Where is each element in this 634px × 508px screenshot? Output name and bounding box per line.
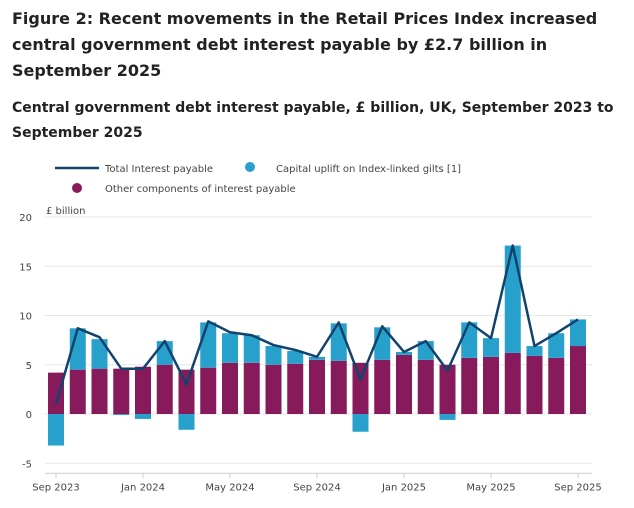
y-tick-label: 5: [26, 361, 32, 372]
bar-other-components: [396, 354, 412, 414]
bar-other-components: [222, 362, 238, 414]
bar-other-components: [156, 364, 173, 414]
bar-capital-uplift: [504, 245, 521, 353]
bar-capital-uplift: [178, 414, 195, 430]
x-tick-label: May 2025: [466, 482, 515, 493]
legend-label: Total Interest payable: [104, 164, 213, 175]
bar-other-components: [483, 356, 499, 414]
bar-other-components: [135, 366, 151, 414]
bar-other-components: [330, 360, 347, 414]
bar-other-components: [504, 352, 521, 414]
bar-other-components: [200, 367, 217, 414]
bar-other-components: [287, 363, 304, 414]
bar-capital-uplift: [265, 346, 282, 365]
x-tick-label: Jan 2025: [381, 482, 426, 493]
y-axis-label: £ billion: [46, 206, 85, 217]
bar-capital-uplift: [309, 356, 325, 360]
y-tick-label: 10: [19, 312, 32, 323]
y-tick-label: 0: [26, 410, 32, 421]
bar-other-components: [352, 362, 369, 414]
bar-capital-uplift: [243, 335, 260, 363]
bar-capital-uplift: [113, 414, 130, 415]
bar-other-components: [570, 346, 586, 414]
total-interest-line: [54, 244, 579, 405]
bar-capital-uplift: [135, 414, 151, 419]
bar-other-components: [309, 359, 325, 414]
legend-label: Other components of interest payable: [105, 184, 296, 195]
bar-capital-uplift: [91, 339, 108, 369]
bar-capital-uplift: [352, 414, 369, 432]
bar-other-components: [417, 359, 434, 414]
bar-other-components: [461, 357, 478, 414]
bar-other-components: [548, 357, 565, 414]
bar-other-components: [69, 369, 86, 414]
legend-dot-swatch: [245, 162, 255, 172]
x-tick-label: Jan 2024: [120, 482, 165, 493]
bar-other-components: [113, 368, 130, 414]
bar-capital-uplift: [548, 333, 565, 358]
legend-dot-swatch: [72, 183, 82, 193]
bar-other-components: [265, 364, 282, 414]
legend-label: Capital uplift on Index-linked gilts [1]: [276, 164, 461, 175]
bar-capital-uplift: [200, 322, 217, 368]
chart-title: Figure 2: Recent movements in the Retail…: [12, 9, 598, 80]
bar-capital-uplift: [526, 346, 543, 356]
bar-capital-uplift: [483, 338, 499, 357]
y-tick-label: 20: [19, 213, 32, 224]
bar-other-components: [48, 372, 64, 414]
bar-capital-uplift: [222, 333, 238, 363]
y-tick-label: 15: [19, 262, 32, 273]
chart-subtitle: Central government debt interest payable…: [12, 100, 614, 141]
bar-other-components: [374, 359, 391, 414]
y-tick-label: -5: [22, 459, 32, 470]
bar-other-components: [91, 368, 108, 414]
bar-capital-uplift: [570, 319, 586, 347]
x-tick-label: Sep 2024: [293, 482, 340, 493]
bar-capital-uplift: [287, 350, 304, 364]
bar-other-components: [243, 362, 260, 414]
bar-other-components: [439, 364, 456, 414]
bar-capital-uplift: [396, 351, 412, 355]
bar-capital-uplift: [48, 414, 64, 446]
bar-other-components: [526, 355, 543, 414]
x-tick-label: May 2024: [205, 482, 254, 493]
x-tick-label: Sep 2025: [554, 482, 601, 493]
bar-other-components: [178, 369, 195, 414]
x-tick-label: Sep 2023: [32, 482, 79, 493]
bar-capital-uplift: [439, 414, 456, 420]
